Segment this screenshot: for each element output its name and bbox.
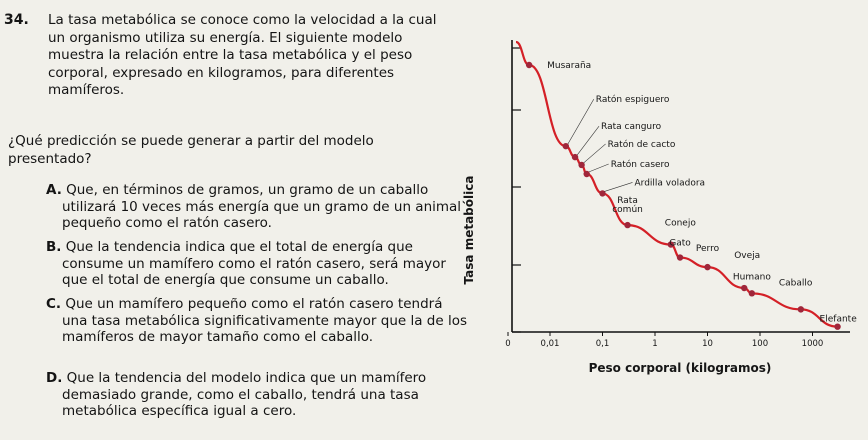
data-label: Perro	[696, 244, 720, 254]
data-labels: Musaraña Ratón espiguero Rata canguro Ratón…	[547, 61, 857, 325]
option-a-letter: A.	[46, 182, 62, 198]
option-b-text: Que la tendencia indica que el total de …	[62, 239, 446, 288]
data-label: Oveja	[734, 251, 760, 261]
data-label: Ratón de cacto	[608, 139, 676, 150]
data-point	[571, 153, 579, 161]
option-c-text: Que un mamífero pequeño como el ratón ca…	[62, 296, 468, 345]
data-label: Ratón espiguero	[596, 94, 670, 105]
data-label: Conejo	[665, 219, 697, 229]
data-label: Ardilla voladora	[635, 178, 706, 188]
data-point	[599, 190, 606, 197]
data-point	[578, 161, 585, 169]
option-a-text: Que, en términos de gramos, un gramo de …	[62, 182, 462, 231]
metabolic-rate-chart: 0 0,01 0,1 1 10 100 1000 Musaraña Ratón espigue…	[462, 40, 857, 375]
x-tick-label: 10	[702, 339, 713, 349]
option-d-text: Que la tendencia del modelo indica que u…	[62, 370, 427, 419]
option-b-letter: B.	[46, 239, 62, 255]
data-point	[583, 170, 590, 178]
x-axis-title: Peso corporal (kilogramos)	[589, 361, 772, 375]
option-b[interactable]: B. Que la tendencia indica que el total …	[46, 239, 467, 289]
data-points	[525, 61, 841, 330]
option-a[interactable]: A. Que, en términos de gramos, un gramo …	[46, 182, 467, 232]
chart-axes	[511, 40, 850, 333]
data-point	[748, 290, 756, 297]
x-tick-label: 0,1	[596, 339, 610, 349]
data-label: Caballo	[779, 278, 813, 288]
question-number: 34.	[4, 12, 29, 28]
data-point	[667, 241, 675, 248]
data-label: común	[612, 205, 643, 215]
x-tick-label: 0,01	[541, 339, 560, 349]
y-axis-title: Tasa metabólica	[462, 176, 476, 285]
question-prompt: ¿Qué predicción se puede generar a parti…	[8, 133, 374, 167]
x-tick-label: 100	[752, 339, 768, 349]
data-label: Gato	[669, 239, 691, 249]
data-point	[525, 61, 533, 69]
data-point	[740, 284, 748, 292]
option-c[interactable]: C. Que un mamífero pequeño como el ratón…	[46, 296, 467, 346]
label-leader	[588, 163, 609, 173]
data-label: Ratón casero	[611, 159, 670, 170]
option-c-letter: C.	[46, 296, 62, 312]
data-label: Humano	[733, 272, 771, 282]
label-leader	[576, 125, 600, 156]
data-point	[676, 254, 684, 261]
option-d-letter: D.	[46, 370, 63, 386]
data-label: Rata canguro	[601, 122, 662, 132]
option-d[interactable]: D. Que la tendencia del modelo indica qu…	[46, 370, 467, 420]
label-leader	[604, 182, 633, 192]
question-stem: La tasa metabólica se conoce como la vel…	[48, 12, 437, 98]
data-label: Musaraña	[547, 61, 591, 71]
data-label: Elefante	[820, 315, 858, 325]
data-point	[834, 323, 841, 330]
label-leader	[583, 143, 606, 164]
x-tick-label: 1	[652, 339, 657, 349]
data-point	[704, 263, 711, 271]
x-tick-label: 1000	[802, 339, 824, 349]
data-point	[624, 221, 631, 229]
data-label: Rata	[617, 196, 638, 206]
x-tick-label: 0	[505, 339, 510, 349]
data-point	[562, 142, 570, 150]
label-leader	[567, 99, 595, 145]
x-tick-labels: 0 0,01 0,1 1 10 100 1000	[505, 332, 823, 349]
data-point	[797, 306, 805, 313]
